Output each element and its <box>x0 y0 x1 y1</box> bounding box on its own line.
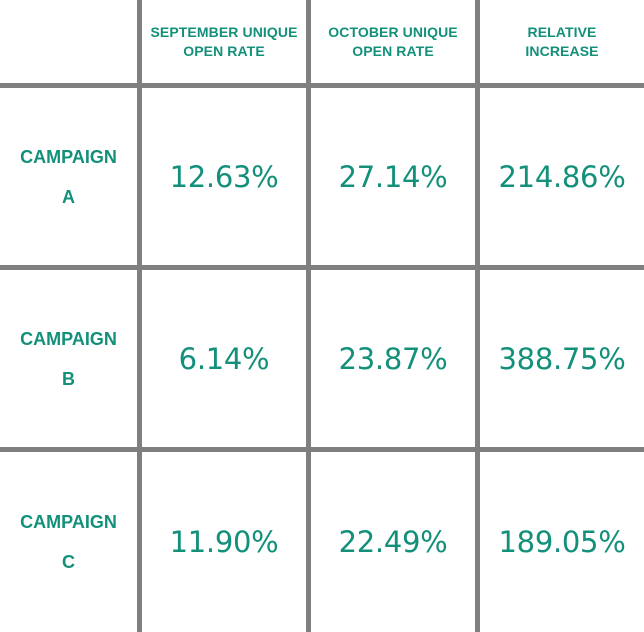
row-label-campaign-a: CAMPAIGN A <box>0 88 137 265</box>
row-label-line: CAMPAIGN <box>20 328 117 349</box>
table-cell-september: 11.90% <box>169 525 279 559</box>
row-divider <box>311 265 475 270</box>
row-label-line: CAMPAIGN <box>20 146 117 167</box>
header-relative-increase: RELATIVE INCREASE <box>480 0 644 83</box>
table-cell-october: 22.49% <box>338 525 448 559</box>
row-divider <box>142 265 306 270</box>
row-divider <box>0 265 137 270</box>
table-cell-increase: 388.75% <box>498 341 626 376</box>
header-line: OCTOBER UNIQUE <box>328 23 458 40</box>
row-divider <box>480 83 644 88</box>
row-label-line: CAMPAIGN <box>20 512 117 532</box>
table-cell-october: 23.87% <box>338 341 448 376</box>
row-divider <box>0 447 137 452</box>
header-line: INCREASE <box>525 42 599 59</box>
header-line: SEPTEMBER UNIQUE <box>150 23 298 40</box>
row-label-line: A <box>61 186 75 207</box>
row-label-campaign-b: CAMPAIGN B <box>0 270 137 447</box>
header-september-open-rate: SEPTEMBER UNIQUE OPEN RATE <box>142 0 306 83</box>
header-october-open-rate: OCTOBER UNIQUE OPEN RATE <box>311 0 475 83</box>
row-label-line: B <box>61 368 75 389</box>
row-divider <box>311 447 475 452</box>
column-divider <box>306 0 311 632</box>
row-divider <box>480 265 644 270</box>
column-divider <box>475 0 480 632</box>
row-divider <box>0 83 137 88</box>
header-line: OPEN RATE <box>352 42 434 59</box>
row-label-campaign-c: CAMPAIGN C <box>0 452 137 632</box>
row-divider <box>142 83 306 88</box>
header-line: RELATIVE <box>527 23 597 40</box>
table-cell-october: 27.14% <box>338 159 448 194</box>
row-label-line: C <box>61 552 75 572</box>
header-line: OPEN RATE <box>183 42 265 59</box>
row-divider <box>142 447 306 452</box>
row-divider <box>480 447 644 452</box>
table-cell-september: 12.63% <box>169 159 279 194</box>
column-divider <box>137 0 142 632</box>
row-divider <box>311 83 475 88</box>
table-cell-increase: 214.86% <box>498 159 626 194</box>
table-cell-increase: 189.05% <box>498 525 626 559</box>
table-cell-september: 6.14% <box>178 341 270 376</box>
header-corner-cell <box>0 0 137 83</box>
